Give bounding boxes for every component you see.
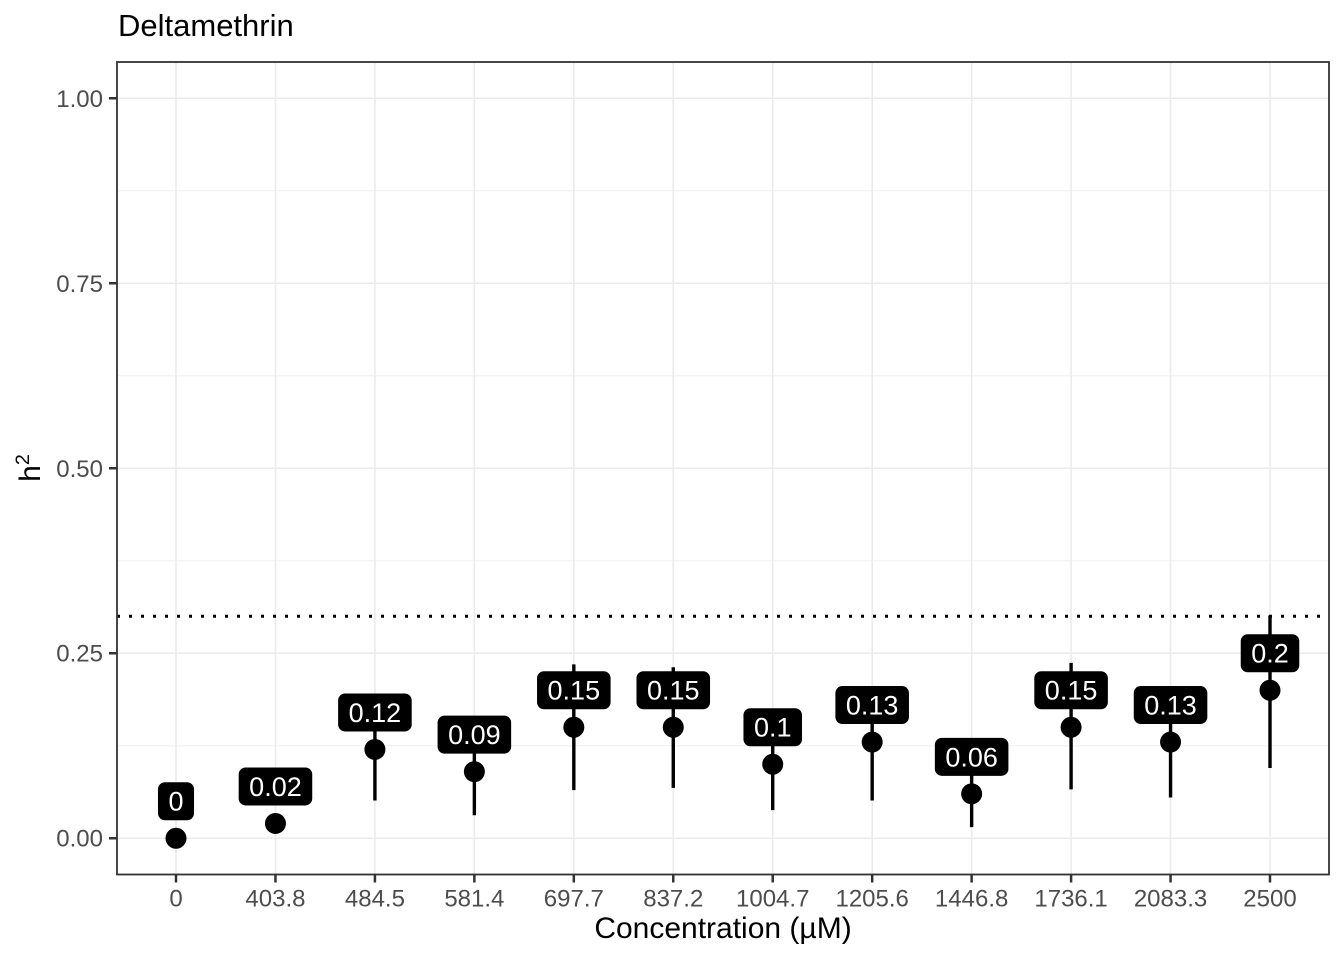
point-label-box (1034, 671, 1108, 710)
point-label-box (934, 737, 1009, 776)
point-label-box (835, 686, 909, 725)
y-tick-label: 1.00 (56, 86, 103, 113)
point-label-box (636, 671, 711, 710)
point-label-text: 0.1 (754, 713, 792, 743)
x-tick-label: 1446.8 (935, 886, 1008, 913)
point-label-box (1240, 634, 1300, 673)
y-tick-label: 0.00 (56, 826, 103, 853)
point-label-text: 0.15 (1045, 676, 1098, 706)
data-point (762, 753, 784, 775)
point-label-box (437, 715, 512, 754)
data-point (463, 761, 485, 783)
data-point (961, 783, 983, 805)
point-label-box (338, 693, 412, 732)
data-point (861, 731, 883, 753)
point-label-text: 0.15 (548, 676, 601, 706)
point-label-text: 0.09 (448, 720, 501, 750)
point-label-box (1133, 686, 1208, 725)
point-label-text: 0.02 (249, 772, 302, 802)
point-label-text: 0.2 (1251, 639, 1289, 669)
point-label-box (537, 671, 611, 710)
point-label-text: 0.06 (945, 742, 998, 772)
x-axis-title: Concentration (µM) (594, 912, 852, 945)
data-point (662, 716, 684, 738)
data-point (165, 827, 187, 849)
data-point (364, 738, 386, 760)
point-label-text: 0.12 (349, 698, 402, 728)
y-tick-label: 0.75 (56, 271, 103, 298)
panel-border (116, 61, 1330, 876)
data-point (1160, 731, 1182, 753)
x-tick-label: 0 (169, 886, 182, 913)
x-tick-label: 2500 (1243, 886, 1296, 913)
x-tick-label: 581.4 (444, 886, 504, 913)
x-tick-label: 403.8 (245, 886, 305, 913)
y-axis-title: h2 (12, 454, 48, 482)
point-label-text: 0.13 (846, 691, 899, 721)
x-tick-label: 484.5 (345, 886, 405, 913)
x-tick-label: 837.2 (643, 886, 703, 913)
point-label-text: 0.13 (1144, 691, 1197, 721)
y-axis-title-superscript: 2 (12, 454, 34, 466)
point-label-box (743, 708, 803, 747)
chart-title: Deltamethrin (118, 8, 294, 43)
point-label-box (157, 782, 195, 821)
y-tick-label: 0.50 (56, 456, 103, 483)
x-tick-label: 1736.1 (1034, 886, 1107, 913)
x-tick-label: 1205.6 (835, 886, 908, 913)
point-label-box (238, 767, 313, 806)
point-label-text: 0.15 (647, 676, 700, 706)
x-tick-label: 2083.3 (1134, 886, 1207, 913)
data-point (563, 716, 585, 738)
y-axis-title-base: h (14, 465, 47, 482)
y-tick-label: 0.25 (56, 641, 103, 668)
data-point (1259, 679, 1281, 701)
x-tick-label: 1004.7 (736, 886, 809, 913)
x-tick-label: 697.7 (544, 886, 604, 913)
point-label-text: 0 (168, 787, 183, 817)
data-point (1060, 716, 1082, 738)
data-point (264, 812, 286, 834)
